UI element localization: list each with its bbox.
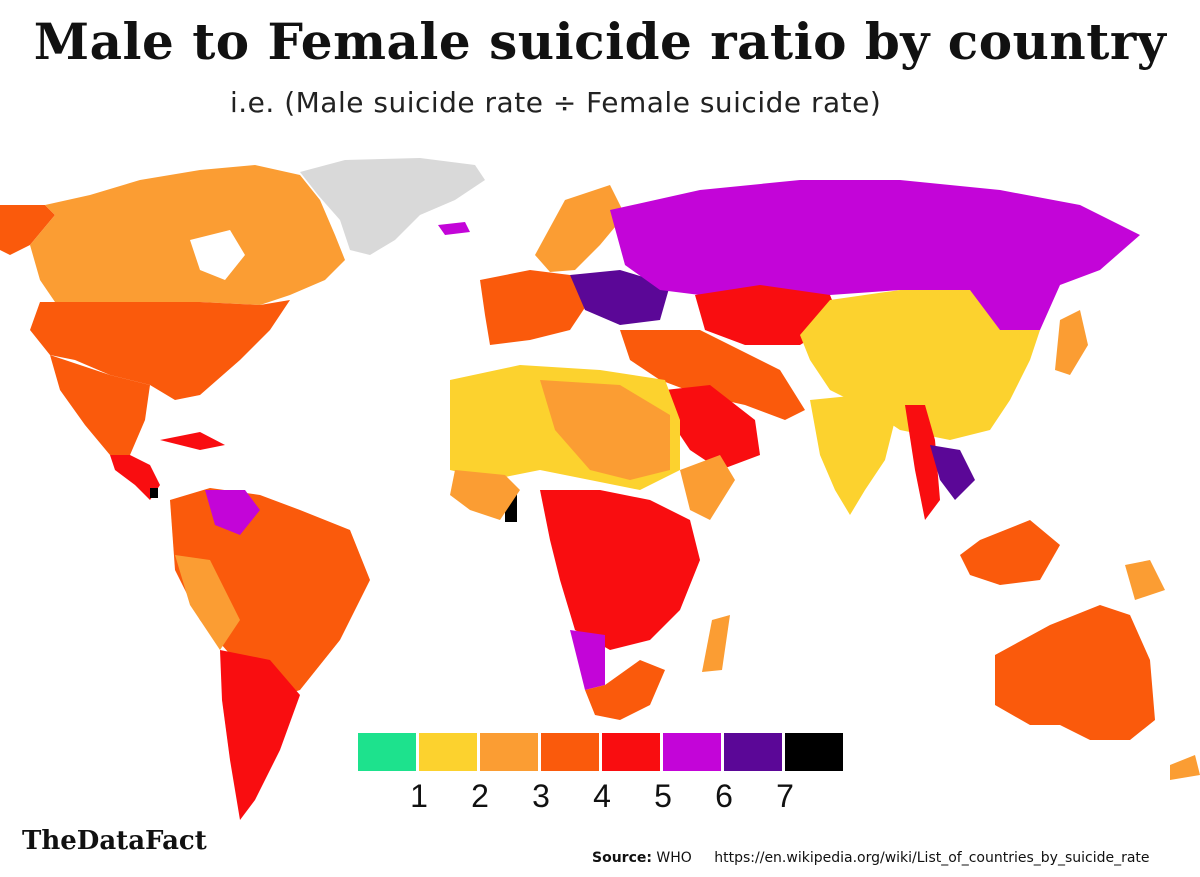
region-central-america-dark: [150, 488, 158, 498]
region-central-america: [110, 455, 160, 500]
region-south-america: [170, 488, 370, 700]
map-title: Male to Female suicide ratio by country: [33, 12, 1167, 71]
region-namibia: [570, 630, 605, 690]
legend-labels: 1 2 3 4 5 6 7: [358, 778, 846, 818]
world-map: [0, 158, 1200, 820]
legend-swatch-5: [663, 733, 721, 771]
legend-label: 2: [471, 778, 489, 814]
region-south-africa: [585, 660, 665, 720]
region-india: [810, 395, 895, 515]
legend-swatch-2: [480, 733, 538, 771]
legend-swatch-1: [419, 733, 477, 771]
brand-logo-text: TheDataFact: [22, 826, 207, 856]
source-name: WHO: [656, 850, 692, 866]
source-url: https://en.wikipedia.org/wiki/List_of_co…: [714, 850, 1150, 866]
source-label: Source:: [592, 850, 652, 866]
legend-swatch-4: [602, 733, 660, 771]
region-canada: [30, 165, 345, 305]
region-africa-horn: [680, 455, 735, 520]
region-kazakhstan: [695, 285, 840, 345]
legend-label: 6: [715, 778, 733, 814]
region-thailand: [930, 445, 975, 500]
region-europe-west: [480, 270, 590, 345]
region-africa-central: [540, 490, 700, 650]
legend-swatch-3: [541, 733, 599, 771]
region-middle-east: [620, 330, 805, 420]
region-indonesia: [960, 520, 1060, 585]
region-cuba: [160, 432, 225, 450]
region-argentina-chile: [220, 650, 300, 820]
legend-label: 1: [410, 778, 428, 814]
region-japan: [1055, 310, 1088, 375]
region-scandinavia: [535, 185, 625, 272]
legend-swatch-0: [358, 733, 416, 771]
region-iceland: [438, 222, 470, 235]
legend-swatch-6: [724, 733, 782, 771]
region-greenland: [300, 158, 485, 255]
region-mexico: [50, 355, 150, 455]
region-venezuela: [205, 490, 260, 535]
legend-label: 7: [776, 778, 794, 814]
region-myanmar: [905, 405, 940, 520]
region-madagascar: [702, 615, 730, 672]
region-arabian-peninsula: [665, 385, 760, 470]
region-alaska: [0, 205, 55, 255]
region-australia: [995, 605, 1155, 740]
region-usa: [30, 300, 290, 400]
region-new-zealand: [1170, 755, 1200, 780]
region-eastern-europe: [570, 270, 670, 325]
region-andes: [175, 555, 240, 650]
region-africa-sahel: [540, 380, 670, 480]
region-africa-west-coast: [450, 470, 520, 520]
legend-label: 5: [654, 778, 672, 814]
legend-label: 4: [593, 778, 611, 814]
region-papua: [1125, 560, 1165, 600]
legend-color-scale: [358, 733, 846, 771]
legend-label: 3: [532, 778, 550, 814]
map-subtitle: i.e. (Male suicide rate ÷ Female suicide…: [230, 86, 882, 119]
region-hudson-bay: [190, 230, 245, 280]
legend-swatch-7: [785, 733, 843, 771]
source-line: Source: WHO https://en.wikipedia.org/wik…: [592, 850, 1150, 866]
